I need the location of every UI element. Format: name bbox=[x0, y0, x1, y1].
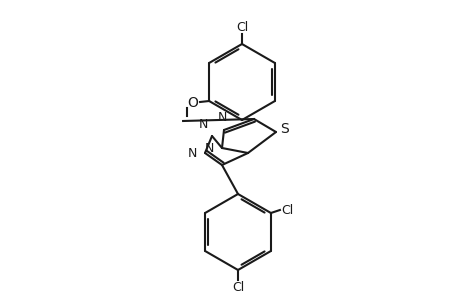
Text: N: N bbox=[204, 142, 213, 154]
Text: N: N bbox=[198, 118, 207, 131]
Text: O: O bbox=[187, 96, 198, 110]
Text: S: S bbox=[280, 122, 288, 136]
Text: N: N bbox=[217, 111, 226, 124]
Text: Cl: Cl bbox=[280, 203, 292, 217]
Text: N: N bbox=[187, 146, 196, 160]
Text: Cl: Cl bbox=[231, 281, 244, 294]
Text: Cl: Cl bbox=[235, 21, 247, 34]
